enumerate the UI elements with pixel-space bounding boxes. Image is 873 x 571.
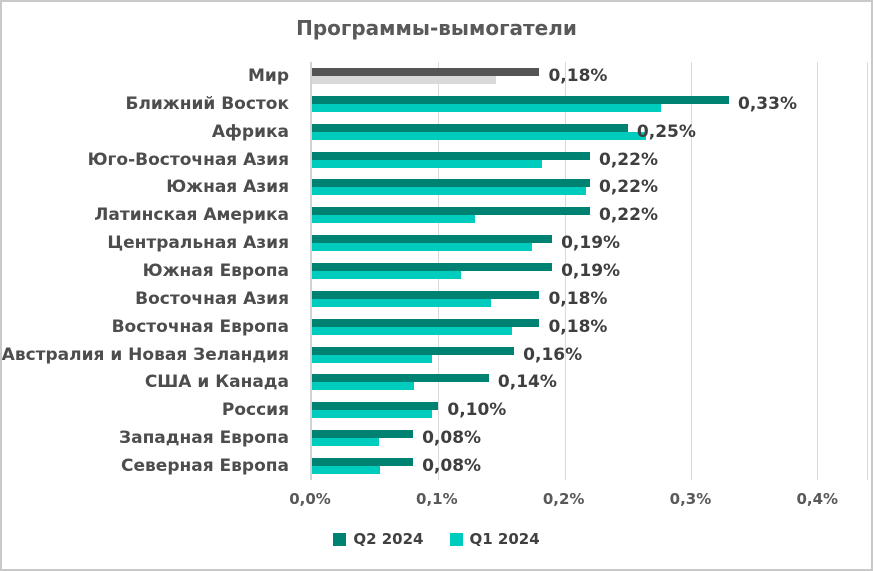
x-axis-tick-label: 0,1% — [416, 490, 458, 508]
bar-row: 0,19% — [312, 229, 868, 257]
bar-q2-2024 — [312, 430, 414, 439]
category-label: Ближний Восток — [125, 93, 289, 114]
category-label: Юго-Восточная Азия — [87, 149, 289, 170]
bar-row: 0,18% — [312, 313, 868, 341]
bar-q1-2024 — [312, 326, 512, 335]
bar-row: 0,33% — [312, 90, 868, 118]
value-label: 0,16% — [523, 344, 583, 365]
category-label: Западная Европа — [119, 428, 289, 449]
bar-q2-2024 — [312, 374, 489, 383]
bar-q1-2024 — [312, 215, 475, 224]
x-axis-tick-label: 0,0% — [289, 490, 331, 508]
plot-area: 0,18% 0,33% 0,25% 0,22% 0,22% 0,22% 0,19% 0,19%… — [310, 62, 868, 480]
category-axis: Мир Ближний Восток Африка Юго-Восточная Ази… — [2, 62, 300, 480]
value-label: 0,08% — [422, 455, 482, 476]
bar-row: 0,16% — [312, 341, 868, 369]
bar-row: 0,22% — [312, 201, 868, 229]
gridline — [817, 62, 819, 480]
bar-row: 0,25% — [312, 118, 868, 146]
category-label: Центральная Азия — [107, 233, 289, 254]
bar-row: 0,22% — [312, 173, 868, 201]
bar-row: 0,22% — [312, 146, 868, 174]
bar-row: 0,18% — [312, 62, 868, 90]
bar-q2-2024 — [312, 123, 628, 132]
bar-q1-2024 — [312, 187, 587, 196]
bar-q1-2024 — [312, 382, 415, 391]
bar-q1-2024 — [312, 465, 381, 474]
bar-q2-2024 — [312, 151, 590, 160]
bar-row: 0,18% — [312, 285, 868, 313]
x-axis-tick-label: 0,3% — [669, 490, 712, 508]
bar-q1-2024 — [312, 159, 542, 168]
category-label: Восточная Европа — [111, 316, 289, 337]
category-label: Мир — [248, 65, 289, 86]
value-label: 0,18% — [548, 288, 608, 309]
gridline — [867, 62, 868, 480]
gridline — [691, 62, 693, 480]
value-label: 0,10% — [447, 400, 507, 421]
bar-q1-2024 — [312, 103, 661, 112]
x-axis-tick-label: 0,4% — [796, 490, 839, 508]
legend-label-q2: Q2 2024 — [353, 530, 424, 548]
bar-q2-2024 — [312, 318, 540, 327]
category-label: Латинская Америка — [94, 205, 289, 226]
category-label: Восточная Азия — [135, 288, 289, 309]
legend: Q2 2024 Q1 2024 — [2, 530, 871, 548]
bar-q1-2024 — [312, 298, 492, 307]
legend-item-q1-2024: Q1 2024 — [449, 530, 540, 548]
chart-title: Программы-вымогатели — [296, 16, 577, 40]
value-label: 0,19% — [561, 260, 621, 281]
value-label: 0,33% — [738, 93, 797, 114]
bar-q1-2024 — [312, 131, 646, 140]
bar-q1-2024 — [312, 270, 462, 279]
legend-label-q1: Q1 2024 — [469, 530, 540, 548]
value-label: 0,19% — [561, 233, 621, 254]
bar-q2-2024 — [312, 290, 540, 299]
legend-swatch-q2-icon — [333, 532, 347, 546]
bar-q2-2024 — [312, 262, 553, 271]
value-label: 0,08% — [422, 428, 482, 449]
bar-q2-2024 — [312, 95, 729, 104]
bar-q2-2024 — [312, 346, 515, 355]
category-label: США и Канада — [144, 372, 289, 393]
value-label: 0,25% — [636, 121, 696, 142]
bar-row: 0,08% — [312, 452, 868, 480]
bar-q2-2024 — [312, 235, 553, 244]
bar-row: 0,19% — [312, 257, 868, 285]
value-label: 0,18% — [548, 316, 608, 337]
bar-q1-2024 — [312, 438, 379, 447]
bar-row: 0,14% — [312, 368, 868, 396]
bar-rows: 0,18% 0,33% 0,25% 0,22% 0,22% 0,22% 0,19% 0,19%… — [312, 62, 868, 480]
bar-q2-2024 — [312, 457, 414, 466]
bar-q1-2024 — [312, 410, 433, 419]
bar-q2-2024 — [312, 207, 590, 216]
bar-q2-2024 — [312, 67, 540, 76]
legend-swatch-q1-icon — [449, 532, 463, 546]
x-axis-tick-label: 0,2% — [542, 490, 585, 508]
category-label: Австралия и Новая Зеландия — [1, 344, 289, 365]
bar-q1-2024 — [312, 75, 497, 84]
value-label: 0,22% — [599, 177, 658, 198]
bar-row: 0,10% — [312, 396, 868, 424]
category-label: Россия — [221, 400, 289, 421]
bar-q1-2024 — [312, 243, 532, 252]
category-label: Африка — [211, 121, 289, 142]
bar-q2-2024 — [312, 402, 439, 411]
value-label: 0,22% — [599, 205, 658, 226]
category-label: Северная Европа — [121, 455, 289, 476]
category-label: Южная Азия — [166, 177, 289, 198]
x-axis: 0,0% 0,1% 0,2% 0,3% 0,4% — [289, 490, 868, 510]
gridline — [564, 62, 566, 480]
bar-q1-2024 — [312, 354, 433, 363]
category-label: Южная Европа — [142, 260, 289, 281]
legend-item-q2-2024: Q2 2024 — [333, 530, 424, 548]
value-label: 0,18% — [548, 65, 608, 86]
bar-q2-2024 — [312, 179, 590, 188]
value-label: 0,22% — [599, 149, 658, 170]
value-label: 0,14% — [497, 372, 557, 393]
bar-row: 0,08% — [312, 424, 868, 452]
